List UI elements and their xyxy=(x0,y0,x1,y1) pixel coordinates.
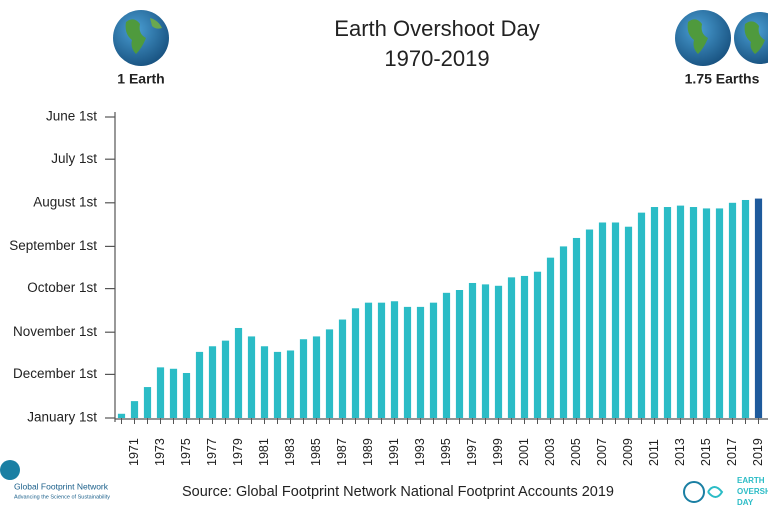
x-tick-label: 1997 xyxy=(465,438,479,466)
bar xyxy=(572,237,581,418)
bar xyxy=(364,302,373,418)
bar xyxy=(130,401,139,418)
x-tick-label: 2003 xyxy=(543,438,557,466)
x-tick-label: 2017 xyxy=(725,438,739,466)
bar xyxy=(663,207,672,418)
bar xyxy=(299,339,308,418)
bar xyxy=(221,340,230,418)
bar xyxy=(754,198,763,418)
x-tick-label: 2011 xyxy=(647,439,661,466)
y-tick-label: December 1st xyxy=(13,366,97,381)
bar xyxy=(156,367,165,418)
x-tick-label: 2001 xyxy=(517,438,531,466)
bar xyxy=(728,202,737,418)
y-tick-label: September 1st xyxy=(9,238,97,253)
bar xyxy=(533,271,542,418)
bar xyxy=(351,308,360,418)
x-tick-label: 2013 xyxy=(673,438,687,466)
x-tick-label: 1989 xyxy=(361,438,375,466)
logo-text: EARTH xyxy=(737,476,765,485)
bar xyxy=(546,257,555,418)
x-tick-label: 1991 xyxy=(387,438,401,466)
y-tick-label: November 1st xyxy=(13,324,97,339)
logo-text: Advancing the Science of Sustainability xyxy=(14,494,110,500)
bar xyxy=(520,275,529,418)
bar xyxy=(481,284,490,418)
bar xyxy=(390,301,399,418)
x-tick-label: 2007 xyxy=(595,438,609,466)
chart-subtitle: 1970-2019 xyxy=(384,46,489,71)
bar xyxy=(455,290,464,418)
bar xyxy=(208,346,217,418)
y-tick-label: October 1st xyxy=(27,280,97,295)
x-tick-label: 1981 xyxy=(257,438,271,466)
source-note: Source: Global Footprint Network Nationa… xyxy=(182,484,614,500)
x-tick-label: 1983 xyxy=(283,438,297,466)
logo: EARTH OVERSHOOT DAY xyxy=(683,476,768,507)
y-tick-label: July 1st xyxy=(51,151,97,166)
y-tick-label: August 1st xyxy=(33,194,97,209)
bar xyxy=(741,199,750,418)
label: 1 Earth xyxy=(117,71,164,87)
logo-text: DAY xyxy=(737,498,754,507)
x-tick-label: 2015 xyxy=(699,438,713,466)
bar xyxy=(260,346,269,418)
bar xyxy=(195,351,204,418)
x-tick-label: 1971 xyxy=(127,438,141,466)
bar xyxy=(637,212,646,418)
x-tick-label: 1985 xyxy=(309,438,323,466)
bar xyxy=(338,319,347,418)
bar xyxy=(312,336,321,418)
x-tick-label: 1973 xyxy=(153,438,167,466)
bar xyxy=(559,246,568,418)
bar xyxy=(689,207,698,418)
x-tick-label: 1979 xyxy=(231,438,245,466)
logo-text: OVERSHOOT xyxy=(737,487,768,496)
x-tick-label: 1999 xyxy=(491,438,505,466)
logo-text: Global Footprint Network xyxy=(14,481,109,491)
x-tick-label: 1975 xyxy=(179,438,193,466)
x-tick-label: 2019 xyxy=(751,438,765,466)
bar xyxy=(416,306,425,418)
x-tick-label: 2009 xyxy=(621,438,635,466)
bar xyxy=(676,205,685,418)
bar xyxy=(247,336,256,418)
bar xyxy=(494,285,503,418)
x-tick-label: 2005 xyxy=(569,438,583,466)
logo: Global Footprint Network Advancing the S… xyxy=(0,460,110,500)
label: 1.75 Earths xyxy=(685,71,760,87)
bar xyxy=(429,302,438,418)
bar xyxy=(507,277,516,418)
bar xyxy=(702,208,711,418)
bar xyxy=(273,351,282,418)
bar xyxy=(234,327,243,418)
x-tick-label: 1977 xyxy=(205,438,219,466)
bar xyxy=(442,292,451,418)
bar xyxy=(169,368,178,418)
x-tick-label: 1987 xyxy=(335,438,349,466)
bar xyxy=(286,350,295,418)
bar xyxy=(598,222,607,418)
x-tick-label: 1995 xyxy=(439,438,453,466)
bar xyxy=(325,329,334,418)
globe-icon xyxy=(113,10,169,66)
y-tick-label: January 1st xyxy=(27,410,97,425)
bar xyxy=(585,229,594,418)
bar xyxy=(403,306,412,418)
bar xyxy=(143,387,152,418)
y-tick-label: June 1st xyxy=(46,109,97,124)
bar xyxy=(611,222,620,418)
bar xyxy=(715,208,724,418)
bar xyxy=(468,282,477,418)
bar xyxy=(182,372,191,418)
bar xyxy=(377,302,386,418)
bar xyxy=(650,207,659,418)
globe-icon xyxy=(675,10,768,66)
bar xyxy=(624,226,633,418)
bar xyxy=(117,413,126,418)
chart-title: Earth Overshoot Day xyxy=(334,16,539,41)
x-tick-label: 1993 xyxy=(413,438,427,466)
